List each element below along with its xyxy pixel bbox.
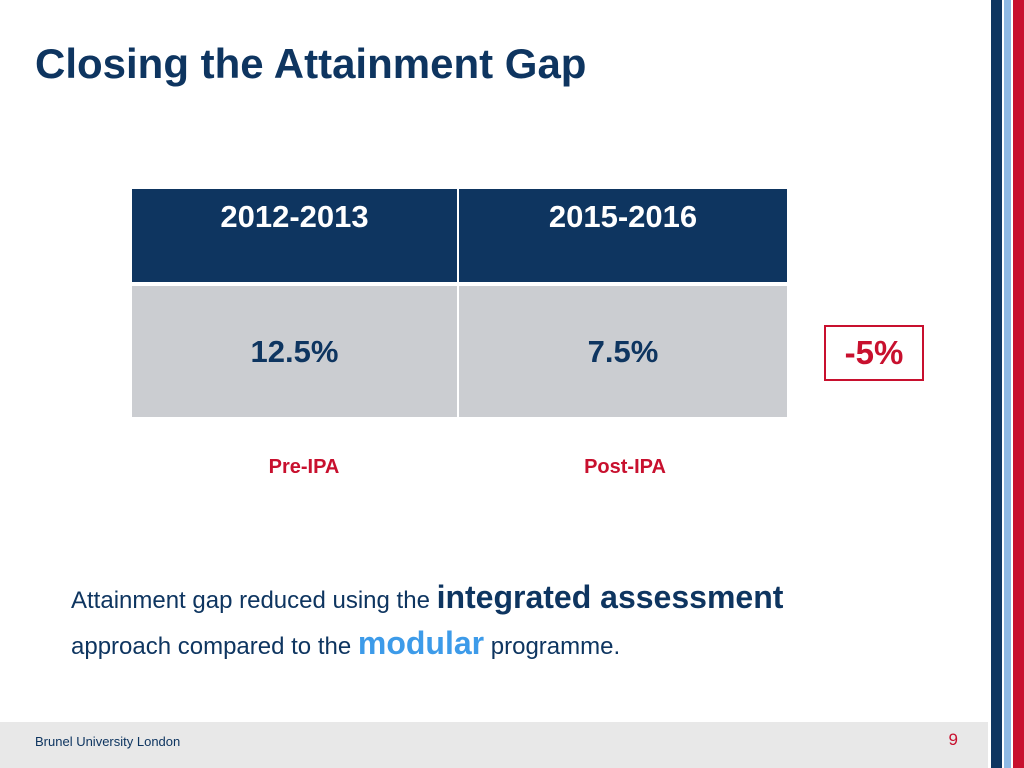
change-badge: -5%: [824, 325, 924, 381]
stripe-white-left: [988, 0, 991, 768]
table-header-2012-2013: 2012-2013: [132, 189, 457, 282]
attainment-table: 2012-2013 2015-2016 12.5% 7.5%: [132, 189, 787, 417]
summary-part-1: Attainment gap reduced using the: [71, 587, 437, 614]
stripe-red: [1013, 0, 1024, 768]
summary-part-3: programme: [484, 633, 614, 660]
table-header-2015-2016: 2015-2016: [459, 189, 787, 282]
footer-bar: Brunel University London 9: [0, 722, 988, 768]
period-label-pre: Pre-IPA: [268, 456, 340, 478]
footer-org: Brunel University London: [35, 734, 181, 749]
period-label-post: Post-IPA: [584, 456, 666, 478]
stripe-white: [1002, 0, 1004, 768]
page-number: 9: [948, 730, 958, 749]
stripe-light-blue: [1004, 0, 1011, 768]
summary-emphasis-modular: modular: [357, 625, 485, 661]
summary-part-2: approach compared to the: [71, 633, 358, 660]
summary-emphasis-integrated: integrated assessment: [436, 579, 784, 615]
table-value-2012-2013: 12.5%: [132, 286, 457, 417]
table-value-2015-2016: 7.5%: [459, 286, 787, 417]
stripe-navy: [991, 0, 1002, 768]
stripe-white-right: [1011, 0, 1013, 768]
slide-title: Closing the Attainment Gap: [35, 40, 587, 87]
summary-end: .: [613, 633, 621, 660]
summary-text: Attainment gap reduced using the integra…: [71, 576, 951, 668]
